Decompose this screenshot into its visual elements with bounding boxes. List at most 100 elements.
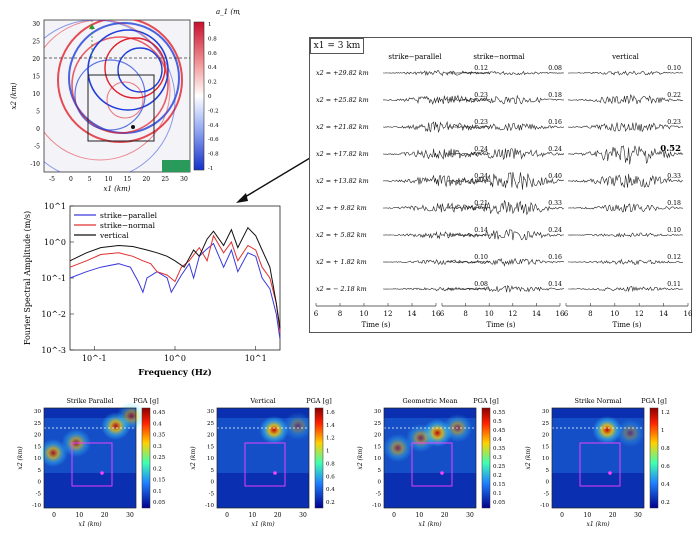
domain-box: [87, 74, 155, 142]
map-y-tick: 20: [542, 433, 549, 439]
waveform-trace: [446, 148, 565, 160]
pga-value: 0.23: [474, 119, 488, 126]
pga-value: 0.12: [667, 254, 681, 261]
map-x-tick: 30: [634, 512, 642, 519]
map-ylabel: x2 (km): [190, 446, 197, 470]
waveform-trace: [382, 174, 491, 188]
pga-value: 0.18: [667, 200, 681, 207]
time-tick: 8: [463, 310, 467, 318]
snapshot-colorbar-tick: -0.2: [208, 108, 219, 114]
domain-box: [411, 442, 453, 487]
pga-hotspot: [592, 416, 622, 444]
pga-colorbar-label: PGA [g]: [306, 397, 332, 405]
pga-value: 0.10: [474, 254, 488, 261]
waveform-trace: [382, 202, 491, 213]
pga-colorbar-tick: 0.15: [493, 482, 506, 488]
map-y-tick: 5: [211, 468, 215, 474]
map-ylabel: x2 (km): [357, 446, 364, 470]
snapshot-x-tick: 25: [161, 176, 169, 183]
waveform-trace: [446, 200, 565, 216]
time-tick: 8: [338, 310, 342, 318]
waveform-trace: [383, 286, 491, 292]
time-tick: 16: [432, 310, 441, 318]
spectrum-plot-area: [69, 205, 281, 351]
pga-value: 0.24: [548, 227, 562, 234]
pga-map-0: Strike Parallel 0 10 20 30 30 25 20 15 10 5 0 -5 -10 x…: [17, 397, 166, 528]
map-y-tick: 30: [374, 409, 381, 415]
pga-colorbar-tick: 1.2: [661, 410, 670, 416]
map-x-tick: 0: [225, 512, 229, 519]
hypocenter-marker: [100, 471, 104, 475]
map-y-tick: 20: [34, 433, 41, 439]
pga-map-frame: [43, 407, 137, 509]
waveform-trace: [446, 285, 565, 293]
waveform-column-title: strike−normal: [473, 53, 525, 61]
pga-value: 0.22: [667, 92, 681, 99]
pga-map-3: Strike Normal 0 10 20 30 30 25 20 15 10 5 0 -5 -10 x1 …: [525, 397, 670, 528]
waveform-trace: [383, 231, 491, 240]
time-tick: 6: [440, 310, 445, 318]
station-label: x2 = +13.82 km: [316, 177, 369, 185]
station-label: x2 = +17.82 km: [316, 150, 369, 158]
waveform-trace: [567, 93, 684, 105]
map-x-tick: 10: [584, 512, 592, 519]
pga-colorbar: [314, 407, 324, 509]
spectrum-ylabel: Fourier Spectral Amplitude (m/s): [23, 211, 32, 345]
y-tick-label: 10^-1: [41, 274, 66, 283]
map-y-tick: 20: [374, 433, 381, 439]
snapshot-colorbar: [193, 21, 205, 171]
map-xlabel: x1 (km): [418, 521, 442, 528]
pga-colorbar-tick: 0.6: [661, 464, 670, 470]
map-xlabel: x1 (km): [586, 521, 610, 528]
time-tick: 12: [384, 310, 393, 318]
pga-map-frame: [551, 407, 645, 509]
waveform-trace: [446, 171, 565, 190]
snapshot-y-tick: -5: [34, 144, 40, 151]
station-label: x2 = +25.82 km: [316, 96, 369, 104]
pga-map-title: Strike Parallel: [66, 397, 113, 405]
time-axis-label: Time (s): [362, 321, 391, 329]
pga-colorbar-tick: 0.4: [153, 421, 162, 427]
pga-colorbar-tick: 0.3: [493, 455, 502, 461]
pga-value: 0.24: [548, 146, 562, 153]
snapshot-y-tick: 20: [32, 56, 40, 63]
snapshot-colorbar-tick: 0: [208, 94, 212, 100]
snapshot-x-tick: -5: [49, 176, 55, 183]
spectrum-series-line: [69, 234, 281, 333]
waveform-trace: [567, 145, 684, 165]
pga-hotspot: [283, 412, 313, 440]
snapshot-ylabel: x2 (km): [10, 82, 18, 109]
map-y-tick: 25: [542, 421, 549, 427]
waveform-trace: [382, 94, 491, 105]
map-y-tick: 15: [542, 444, 549, 450]
pga-value: 0.33: [548, 200, 562, 207]
snapshot-y-tick: 10: [32, 91, 40, 98]
pga-map-title: Vertical: [249, 397, 275, 405]
pga-colorbar-tick: 0.2: [493, 473, 502, 479]
snapshot-x-tick: 0: [69, 176, 73, 183]
snapshot-colorbar-tick: 1: [208, 22, 212, 28]
pga-map-frame: [216, 407, 310, 509]
snapshot-panel: 1 0.8 0.6 0.4 0.2 0 -0.2 -0.4 -0.6 -0.8 -1 a_1 (m/…: [10, 8, 240, 193]
map-y-tick: 0: [38, 480, 42, 486]
pga-map-1: Vertical 0 10 20 30 30 25 20 15 10 5 0 -5 -10 x1 (km) x…: [190, 397, 335, 528]
map-y-tick: 5: [546, 468, 550, 474]
map-y-tick: 5: [378, 468, 382, 474]
pga-colorbar-tick: 0.8: [661, 446, 670, 452]
snapshot-x-tick: 30: [180, 176, 188, 183]
time-tick: 6: [314, 310, 319, 318]
pga-colorbar-tick: 0.45: [153, 410, 166, 416]
map-y-tick: 5: [38, 468, 42, 474]
pga-value: 0.14: [474, 227, 488, 234]
map-x-tick: 20: [609, 512, 617, 519]
pga-colorbar-tick: 0.4: [326, 487, 335, 493]
snapshot-xlabel: x1 (km): [104, 185, 131, 193]
map-y-tick: -10: [540, 503, 549, 509]
pga-colorbar-tick: 0.6: [326, 474, 335, 480]
x-tick-label: 10^0: [164, 354, 186, 363]
map-x-tick: 10: [76, 512, 84, 519]
map-y-tick: 30: [34, 409, 41, 415]
map-x-tick: 0: [52, 512, 56, 519]
domain-box: [244, 442, 286, 487]
spectrum-series-line: [69, 242, 281, 340]
